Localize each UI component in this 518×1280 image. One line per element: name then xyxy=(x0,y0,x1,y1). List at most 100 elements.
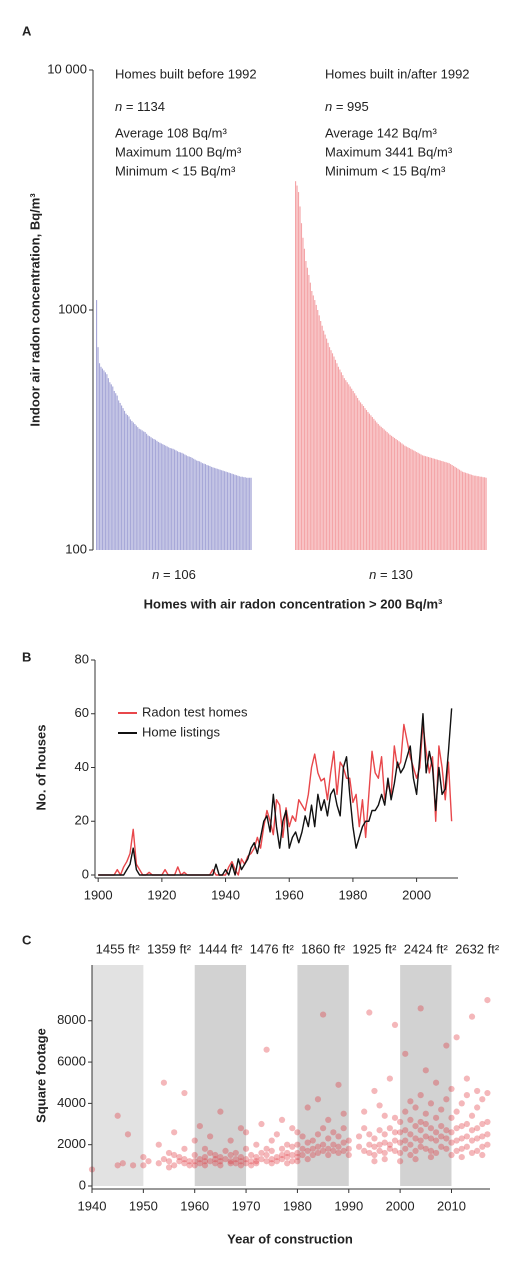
scatter-point xyxy=(289,1158,296,1165)
bar xyxy=(476,476,478,550)
bar xyxy=(364,408,366,550)
bar xyxy=(481,476,483,550)
scatter-point xyxy=(248,1151,255,1159)
scatter-point xyxy=(355,1143,363,1150)
scatter-point xyxy=(402,1127,409,1134)
scatter-point xyxy=(181,1156,188,1163)
scatter-point xyxy=(479,1120,486,1128)
bar xyxy=(355,395,357,550)
bar xyxy=(340,372,342,550)
bar xyxy=(407,447,409,550)
bar xyxy=(302,237,304,550)
bar xyxy=(442,461,444,550)
bar xyxy=(138,428,140,550)
bar xyxy=(146,433,148,550)
scatter-point xyxy=(155,1160,162,1167)
scatter-point xyxy=(263,1151,270,1159)
bar xyxy=(148,436,151,550)
scatter-point xyxy=(376,1102,383,1109)
scatter-point xyxy=(386,1075,393,1082)
scatter-point xyxy=(319,1125,327,1132)
scatter-point xyxy=(432,1114,440,1121)
scatter-point xyxy=(222,1156,229,1163)
scatter-point xyxy=(119,1160,126,1167)
bar xyxy=(411,449,413,550)
bar xyxy=(392,436,394,550)
scatter-point xyxy=(427,1135,435,1142)
scatter-point xyxy=(474,1125,481,1132)
subset-count: n = 130 xyxy=(369,567,413,582)
scatter-point xyxy=(371,1151,378,1159)
bar xyxy=(131,420,133,550)
bar xyxy=(153,439,155,550)
bar xyxy=(365,410,368,550)
scatter-point xyxy=(412,1135,419,1142)
bar xyxy=(159,442,161,550)
bar xyxy=(300,223,303,551)
bar xyxy=(451,465,453,550)
bar xyxy=(140,429,142,550)
scatter-point xyxy=(345,1145,352,1152)
scatter-point xyxy=(201,1145,209,1152)
bar xyxy=(235,475,237,550)
group-title: Homes built before 1992 xyxy=(115,66,257,81)
bar xyxy=(475,475,477,550)
y-tick-label: 60 xyxy=(75,705,89,720)
bar xyxy=(112,386,114,550)
bar xyxy=(342,375,344,550)
scatter-point xyxy=(181,1160,188,1167)
x-axis-label: Homes with air radon concentration > 200… xyxy=(144,596,443,611)
scatter-point xyxy=(222,1147,229,1154)
scatter-point xyxy=(335,1081,342,1088)
bar xyxy=(460,470,462,550)
decade-median-label: 1444 ft² xyxy=(198,941,243,956)
scatter-point xyxy=(381,1156,388,1163)
scatter-point xyxy=(268,1147,275,1154)
x-tick-label: 2000 xyxy=(402,887,431,902)
scatter-point xyxy=(463,1143,470,1150)
panel-letter: C xyxy=(22,932,32,947)
scatter-point xyxy=(258,1149,265,1157)
bar xyxy=(422,455,424,550)
bar xyxy=(436,459,438,550)
group-stat: Average 142 Bq/m³ xyxy=(325,125,437,140)
bar xyxy=(453,465,455,550)
scatter-point xyxy=(232,1160,239,1167)
bar xyxy=(373,418,375,550)
bar xyxy=(191,457,193,550)
bar xyxy=(309,282,311,550)
scatter-point xyxy=(171,1129,178,1136)
bar xyxy=(306,267,308,550)
scatter-point xyxy=(196,1123,203,1130)
bar xyxy=(482,477,484,550)
y-axis-label: No. of houses xyxy=(33,725,48,811)
bar xyxy=(157,441,159,550)
bar xyxy=(225,471,227,550)
scatter-point xyxy=(443,1127,450,1134)
bar xyxy=(435,459,437,550)
scatter-point xyxy=(397,1118,404,1126)
scatter-point xyxy=(248,1162,255,1169)
scatter-point xyxy=(422,1067,429,1074)
bar xyxy=(478,476,480,550)
bar xyxy=(330,350,332,550)
y-tick-label: 0 xyxy=(79,1177,86,1192)
scatter-point xyxy=(438,1143,445,1150)
scatter-point xyxy=(217,1162,224,1169)
bar xyxy=(379,425,381,550)
bar xyxy=(323,330,325,550)
scatter-point xyxy=(417,1143,424,1150)
bar xyxy=(479,476,481,550)
scatter-point xyxy=(453,1108,460,1115)
bar xyxy=(457,468,459,550)
bar xyxy=(461,471,464,550)
bar xyxy=(318,315,320,550)
bar xyxy=(334,359,337,550)
scatter-point xyxy=(294,1129,301,1136)
decade-band xyxy=(92,965,144,1186)
scatter-point xyxy=(124,1131,132,1138)
scatter-point xyxy=(237,1158,245,1165)
bar xyxy=(103,370,105,550)
scatter-point xyxy=(463,1092,470,1099)
bar xyxy=(317,310,319,550)
